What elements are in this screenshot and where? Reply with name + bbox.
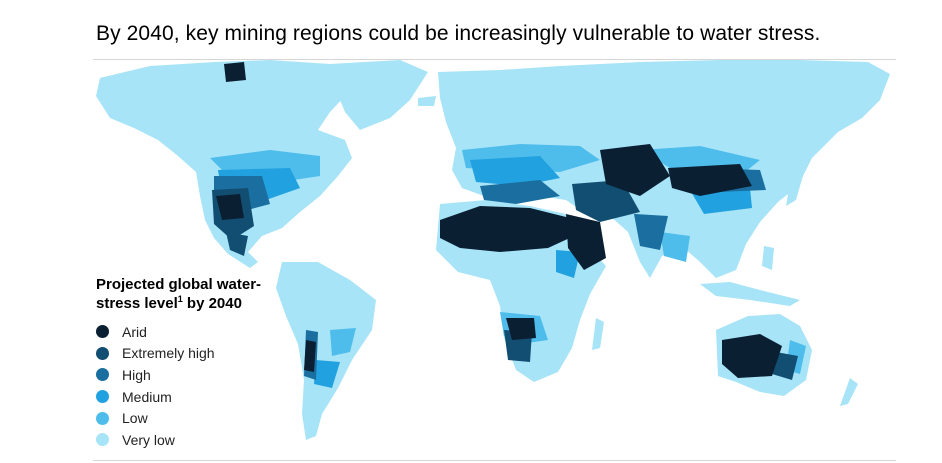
legend: Projected global water- stress level1 by…	[96, 275, 296, 451]
high-mediterranean	[480, 180, 560, 204]
indonesia	[700, 282, 800, 306]
chart-title: By 2040, key mining regions could be inc…	[96, 22, 821, 45]
bottom-divider	[93, 460, 896, 461]
madagascar	[592, 318, 604, 350]
arid-us-southwest	[216, 194, 244, 220]
land-arid	[216, 62, 782, 378]
legend-item-extremely-high: Extremely high	[96, 343, 296, 365]
philippines	[762, 246, 774, 270]
low-india-east	[660, 232, 690, 262]
legend-title-line2: stress level1 by 2040	[96, 294, 296, 313]
medium-europe	[470, 156, 560, 186]
xhigh-australia-east	[772, 352, 798, 380]
low-brazil-east	[330, 328, 356, 356]
arid-kalahari	[506, 318, 536, 340]
legend-title-line2-text: stress level	[96, 295, 178, 312]
legend-items: Arid Extremely high High Medium Low Very…	[96, 321, 296, 451]
legend-swatch	[96, 368, 109, 382]
medium-argentina	[314, 360, 340, 388]
legend-label: Very low	[122, 431, 175, 448]
xhigh-iran	[572, 180, 640, 222]
arid-central-asia	[600, 144, 670, 196]
medium-east-africa	[556, 250, 580, 278]
legend-item-low: Low	[96, 407, 296, 429]
xhigh-mexico	[226, 232, 248, 256]
legend-item-arid: Arid	[96, 321, 296, 343]
legend-swatch	[96, 411, 109, 425]
legend-label: Extremely high	[122, 345, 215, 362]
legend-swatch	[96, 390, 109, 404]
legend-item-medium: Medium	[96, 386, 296, 408]
arid-sahara	[440, 206, 574, 252]
iceland	[418, 96, 436, 106]
arid-australia	[722, 334, 782, 378]
legend-label: Arid	[122, 323, 147, 340]
greenland	[330, 60, 428, 130]
arid-arabia	[566, 214, 606, 270]
legend-label: High	[122, 366, 151, 383]
legend-title-line2-suffix: by 2040	[182, 295, 242, 312]
arid-canada-north	[224, 62, 246, 82]
legend-title: Projected global water- stress level1 by…	[96, 275, 296, 313]
legend-label: Low	[122, 410, 148, 427]
legend-footnote-marker: 1	[177, 294, 183, 304]
arid-atacama	[304, 340, 316, 372]
legend-title-line1: Projected global water-	[96, 276, 262, 293]
legend-item-high: High	[96, 364, 296, 386]
legend-item-very-low: Very low	[96, 429, 296, 451]
legend-swatch	[96, 325, 109, 339]
high-india	[634, 214, 668, 250]
arid-gobi	[668, 164, 752, 196]
legend-swatch	[96, 433, 109, 447]
japan	[786, 170, 804, 206]
south-america	[276, 262, 376, 440]
top-divider	[93, 59, 896, 60]
legend-swatch	[96, 346, 109, 360]
uk	[466, 122, 478, 146]
legend-label: Medium	[122, 388, 172, 405]
new-zealand	[840, 378, 858, 406]
